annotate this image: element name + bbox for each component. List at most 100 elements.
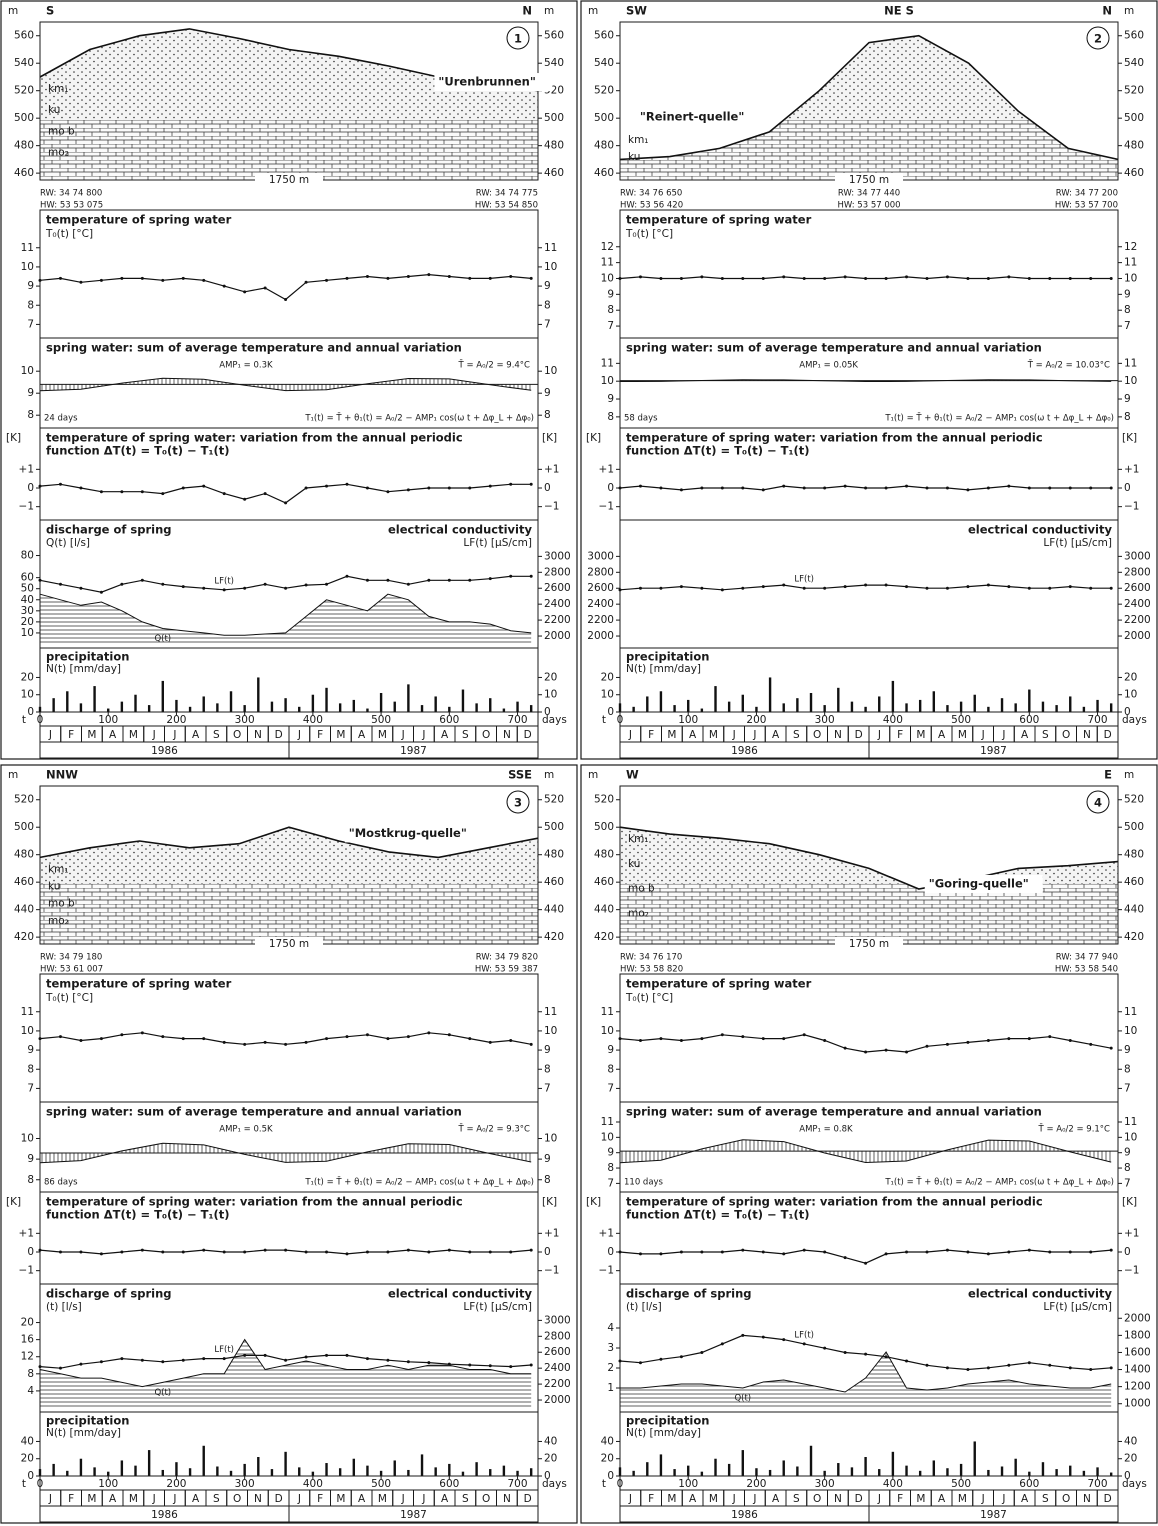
data-point [741,1333,745,1337]
data-point [843,1256,847,1260]
data-point [659,1357,663,1361]
data-point [1109,1248,1113,1252]
data-point [325,1250,329,1254]
y-tick-label: 480 [1124,849,1144,861]
month-label: A [441,1493,449,1505]
data-point [1007,275,1011,279]
precipitation-bar [1014,1458,1017,1476]
y-tick-label: 8 [544,299,551,311]
data-point [181,1358,185,1362]
coordinate: HW: 53 59 387 [475,965,538,975]
month-label: N [503,1493,511,1505]
data-point [345,276,349,280]
y-tick-label: 9 [1124,288,1131,300]
y-tick-label: 520 [14,794,34,806]
data-point [447,1033,451,1037]
x-tick-label: 600 [1019,1478,1039,1490]
data-point [509,574,513,578]
y-tick-label: 7 [607,1177,614,1189]
month-label: J [877,1493,881,1505]
y-tick-label: 480 [544,140,564,152]
data-point [823,276,827,280]
y-tick-label: 10 [1124,375,1137,387]
data-point [222,1357,226,1361]
data-point [925,1363,929,1367]
data-point [79,486,83,490]
year-cell [288,741,539,759]
y-tick-label: 540 [594,57,614,69]
y-tick-label: 500 [594,112,614,124]
month-label: A [689,1493,697,1505]
direction-label: SW [626,4,647,18]
y-tick-label: 8 [607,1162,614,1174]
precipitation-bar [407,684,410,712]
coordinate: RW: 34 77 200 [1056,189,1118,199]
data-point [782,1252,786,1256]
data-point [679,1355,683,1359]
month-label: J [628,729,632,741]
data-point [509,482,513,486]
subplot-title: electrical conductivity [968,523,1113,537]
month-label: J [421,729,425,741]
y-tick-label: 2800 [544,1330,571,1342]
y-tick-label: −1 [1124,501,1139,513]
precipitation-bar [161,1469,164,1476]
precipitation-bar [407,1469,410,1476]
coordinate: RW: 34 76 170 [620,953,682,963]
data-point [905,1359,909,1363]
y-tick-label: 540 [544,57,564,69]
data-point [741,1035,745,1039]
y-tick-label: 540 [1124,57,1144,69]
data-point [140,1031,144,1035]
precipitation-bar [1000,698,1004,712]
discharge-line [620,1351,1112,1393]
spring-label: "Goring-quelle" [929,876,1029,890]
y-tick-label: 4 [27,1385,34,1397]
data-point [1048,486,1052,490]
precipitation-bar [529,705,533,712]
y-tick-label: 1000 [1124,1398,1151,1410]
y-tick-label: 0 [1124,482,1131,494]
y-tick-label: 480 [14,140,34,152]
data-point [720,1033,724,1037]
precipitation-bar [461,689,465,712]
data-point [79,1039,83,1042]
y-tick-label: 0 [544,1470,551,1482]
month-label: F [648,1493,654,1505]
data-point [884,276,888,280]
y-tick-label: 440 [14,904,34,916]
y-tick-label: 9 [27,1044,34,1056]
lag-label: 24 days [44,414,78,424]
data-point [99,1037,103,1041]
data-point [966,585,970,589]
month-label: J [297,729,301,741]
y-tick-label: 0 [1124,1470,1131,1482]
data-point [99,490,103,494]
axis-label: LF(t) [µS/cm] [1043,1301,1112,1313]
x-tick-label: 300 [815,714,835,726]
data-point [945,1042,949,1046]
discharge-area [40,594,532,644]
subplot-title: temperature of spring water [626,213,812,227]
data-point [284,1042,288,1046]
month-label: S [1042,1493,1049,1505]
data-point [386,1037,390,1041]
data-point [1048,586,1052,590]
month-label: D [1104,1493,1112,1505]
data-point [925,1250,929,1254]
data-point [761,1335,765,1339]
data-point [263,492,267,496]
month-label: J [421,1493,425,1505]
y-tick-label: 40 [544,1435,557,1447]
x-tick-label: 600 [1019,714,1039,726]
y-tick-label: 11 [601,257,614,269]
y-tick-label: 12 [601,241,614,253]
y-tick-label: 4 [607,1322,614,1334]
precipitation-bar [809,693,813,712]
data-point [202,278,206,282]
axis-label: days [542,714,567,726]
data-point [802,486,806,490]
annotation: AMP₁ = 0.5K [219,1125,273,1135]
y-tick-label: 3000 [1124,550,1151,562]
y-tick-label: 11 [601,1006,614,1018]
